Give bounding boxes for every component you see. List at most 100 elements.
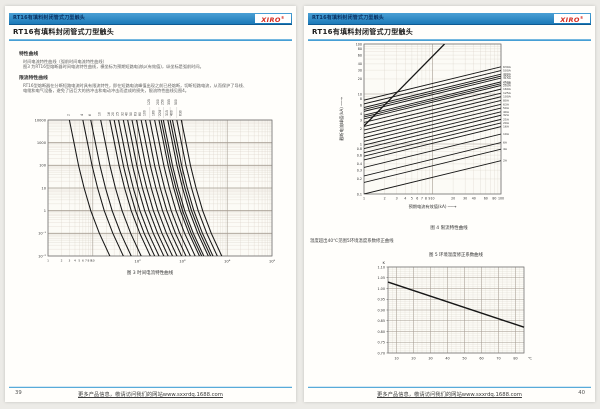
registered-mark-icon: ®	[280, 16, 285, 20]
svg-text:0.1: 0.1	[357, 192, 362, 196]
page-left: RT16有填料封闭管式刀型触头 XIRO® RT16有填料封闭管式刀型触头 特性…	[5, 6, 296, 402]
svg-text:80: 80	[358, 47, 362, 51]
svg-text:2: 2	[384, 197, 386, 201]
svg-text:10: 10	[98, 112, 102, 116]
temperature-correction-chart: 1.10 1.05 1.00 0.95 0.90 0.85 0.80 0.75 0.70 K 10 2…	[377, 260, 532, 361]
page-title: RT16有填料封闭管式刀型触头	[13, 28, 115, 36]
svg-text:6: 6	[88, 114, 92, 116]
svg-text:6: 6	[82, 259, 84, 263]
header-bar: RT16有填料封闭管式刀型触头 XIRO®	[9, 13, 292, 25]
svg-text:500A: 500A	[503, 69, 512, 73]
svg-text:6: 6	[360, 103, 362, 107]
svg-text:30: 30	[428, 357, 432, 361]
svg-text:16: 16	[107, 112, 111, 116]
svg-text:200A: 200A	[503, 83, 512, 87]
svg-text:9: 9	[428, 197, 430, 201]
svg-text:3: 3	[68, 259, 70, 263]
svg-text:℃: ℃	[528, 357, 532, 361]
svg-text:4: 4	[80, 114, 84, 116]
svg-text:250: 250	[160, 99, 164, 105]
svg-text:20: 20	[111, 112, 115, 116]
svg-text:630: 630	[178, 110, 182, 116]
header-bar-title: RT16有填料封闭管式刀型触头	[312, 15, 384, 21]
svg-text:100: 100	[356, 42, 362, 46]
svg-text:K: K	[382, 260, 385, 265]
svg-text:315: 315	[165, 110, 169, 116]
svg-text:250A: 250A	[503, 80, 512, 84]
svg-text:125: 125	[147, 99, 151, 105]
section-heading-current-limiting: 限流特性曲线	[19, 76, 48, 82]
svg-text:0.75: 0.75	[377, 341, 385, 345]
svg-text:5: 5	[411, 197, 413, 201]
svg-text:125A: 125A	[503, 91, 512, 95]
svg-text:10A: 10A	[503, 132, 510, 136]
figure5-title: 图 5 环境温度修正系数曲线	[429, 253, 483, 258]
svg-text:500: 500	[174, 99, 178, 105]
svg-text:预期电流有效值(kA) ──→: 预期电流有效值(kA) ──→	[409, 203, 457, 210]
svg-text:10: 10	[91, 259, 95, 263]
svg-text:10: 10	[394, 357, 398, 361]
svg-text:32A: 32A	[503, 113, 510, 117]
svg-text:1.00: 1.00	[377, 287, 385, 291]
svg-text:4: 4	[360, 112, 362, 116]
svg-text:60: 60	[358, 53, 362, 57]
svg-text:3: 3	[396, 197, 398, 201]
svg-text:1: 1	[44, 209, 46, 213]
figure4-caption: 图 4 限流特性曲线	[430, 226, 468, 231]
svg-text:3: 3	[360, 118, 362, 122]
svg-text:1.10: 1.10	[377, 265, 385, 269]
svg-text:630A: 630A	[503, 65, 512, 69]
svg-text:1.05: 1.05	[377, 276, 385, 280]
svg-text:0.2: 0.2	[357, 177, 362, 181]
brand-logo: XIRO®	[255, 14, 291, 25]
svg-text:63A: 63A	[503, 102, 510, 106]
svg-text:40A: 40A	[503, 110, 510, 114]
svg-text:25A: 25A	[503, 117, 510, 121]
svg-text:2: 2	[360, 127, 362, 131]
svg-text:100: 100	[39, 164, 47, 168]
page-title: RT16有填料封闭管式刀型触头	[312, 28, 414, 36]
svg-text:160A: 160A	[503, 87, 512, 91]
svg-text:30: 30	[463, 197, 467, 201]
svg-text:16A: 16A	[503, 125, 510, 129]
svg-text:10⁻¹: 10⁻¹	[38, 232, 46, 236]
page-number: 39	[15, 390, 22, 396]
header-bar: RT16有填料封闭管式刀型触头 XIRO®	[308, 13, 591, 25]
svg-text:10⁴: 10⁴	[224, 259, 231, 264]
svg-text:60: 60	[479, 357, 483, 361]
svg-text:10⁵: 10⁵	[269, 259, 276, 264]
svg-text:截断电流峰值(kA) ──→: 截断电流峰值(kA) ──→	[338, 97, 345, 141]
svg-text:10: 10	[358, 92, 362, 96]
svg-text:40: 40	[125, 112, 129, 116]
svg-text:32: 32	[120, 112, 124, 116]
svg-text:224: 224	[158, 110, 162, 116]
figure3-caption: 图 3 时间电流特性曲线	[126, 271, 174, 276]
svg-text:50: 50	[129, 112, 133, 116]
page-number: 40	[578, 390, 585, 396]
footer-website-text: 更多产品信息，敬请访问我们的网站www.sxxrdq.1688.com	[78, 392, 223, 398]
svg-text:2: 2	[61, 259, 63, 263]
svg-text:1000: 1000	[37, 141, 47, 145]
brand-logo: XIRO®	[554, 14, 590, 25]
svg-text:0.3: 0.3	[357, 168, 362, 172]
section-line: 时间电流特性曲线（弧前时间电流特性曲线）	[23, 58, 107, 64]
svg-text:80: 80	[138, 112, 142, 116]
characteristics-text-block: 特性曲线 时间电流特性曲线（弧前时间电流特性曲线） 图3 为RT16型熔断器时间…	[19, 50, 288, 94]
svg-text:20: 20	[411, 357, 415, 361]
svg-text:6: 6	[416, 197, 418, 201]
svg-text:2: 2	[66, 114, 70, 116]
svg-text:4A: 4A	[503, 147, 508, 151]
title-rule	[9, 39, 292, 41]
brand-name: XIRO	[261, 16, 281, 25]
page-right: RT16有填料封闭管式刀型触头 XIRO® RT16有填料封闭管式刀型触头 63…	[304, 6, 595, 402]
svg-text:8: 8	[360, 97, 362, 101]
svg-text:20A: 20A	[503, 121, 510, 125]
svg-text:40: 40	[358, 62, 362, 66]
svg-text:100A: 100A	[503, 95, 512, 99]
brand-name: XIRO	[560, 16, 580, 25]
svg-text:6A: 6A	[503, 141, 508, 145]
svg-text:10: 10	[41, 186, 46, 190]
svg-text:7: 7	[85, 259, 87, 263]
svg-text:80: 80	[492, 197, 496, 201]
